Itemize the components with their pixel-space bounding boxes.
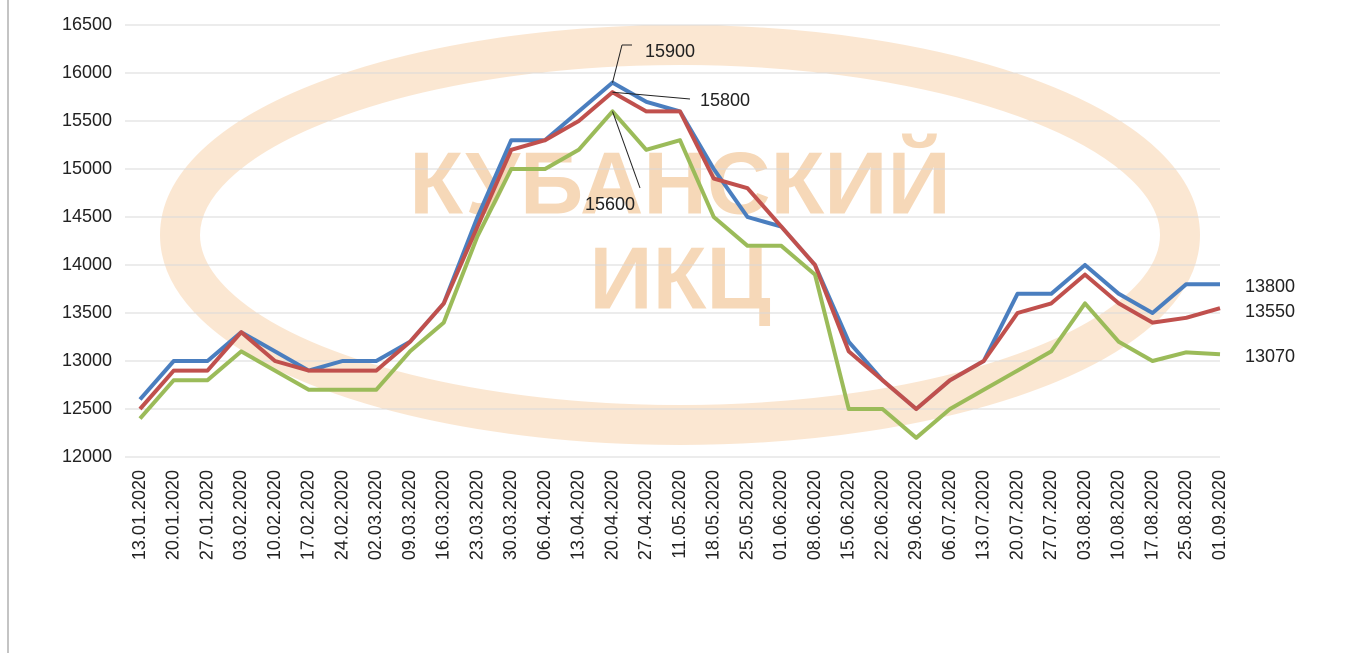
data-label: 13550 — [1245, 301, 1295, 321]
x-tick-label: 29.06.2020 — [905, 470, 925, 560]
y-tick-label: 16000 — [62, 62, 112, 82]
x-tick-label: 03.08.2020 — [1074, 470, 1094, 560]
y-tick-label: 16500 — [62, 14, 112, 34]
x-tick-label: 13.01.2020 — [129, 470, 149, 560]
data-label: 13800 — [1245, 276, 1295, 296]
data-label: 15600 — [585, 194, 635, 214]
chart: КУБАНСКИЙ ИКЦ 12000 12500 13000 13500 14000 1… — [0, 0, 1355, 653]
x-tick-label: 18.05.2020 — [703, 470, 723, 560]
x-tick-label: 27.04.2020 — [635, 470, 655, 560]
x-tick-label: 22.06.2020 — [871, 470, 891, 560]
x-tick-label: 03.02.2020 — [230, 470, 250, 560]
x-tick-label: 20.07.2020 — [1006, 470, 1026, 560]
x-tick-label: 16.03.2020 — [433, 470, 453, 560]
x-tick-label: 30.03.2020 — [500, 470, 520, 560]
x-tick-label: 25.08.2020 — [1175, 470, 1195, 560]
x-tick-label: 08.06.2020 — [804, 470, 824, 560]
y-tick-label: 15500 — [62, 110, 112, 130]
x-tick-label: 13.04.2020 — [568, 470, 588, 560]
x-tick-label: 02.03.2020 — [365, 470, 385, 560]
y-tick-label: 13500 — [62, 302, 112, 322]
x-tick-label: 10.08.2020 — [1108, 470, 1128, 560]
data-label: 13070 — [1245, 346, 1295, 366]
x-tick-label: 20.04.2020 — [601, 470, 621, 560]
x-tick-label: 27.07.2020 — [1040, 470, 1060, 560]
x-tick-label: 20.01.2020 — [163, 470, 183, 560]
x-tick-label: 01.06.2020 — [770, 470, 790, 560]
data-label: 15800 — [700, 90, 750, 110]
x-tick-label: 13.07.2020 — [973, 470, 993, 560]
data-label: 15900 — [645, 41, 695, 61]
x-tick-label: 01.09.2020 — [1209, 470, 1229, 560]
x-tick-label: 10.02.2020 — [264, 470, 284, 560]
y-tick-label: 14000 — [62, 254, 112, 274]
x-tick-label: 17.02.2020 — [298, 470, 318, 560]
x-tick-label: 27.01.2020 — [196, 470, 216, 560]
y-tick-label: 13000 — [62, 350, 112, 370]
x-tick-label: 15.06.2020 — [838, 470, 858, 560]
x-tick-label: 17.08.2020 — [1141, 470, 1161, 560]
y-tick-label: 14500 — [62, 206, 112, 226]
page: {"chart_data": {"type": "line", "waterma… — [0, 0, 1355, 653]
watermark: КУБАНСКИЙ ИКЦ — [180, 45, 1180, 425]
x-tick-label: 25.05.2020 — [736, 470, 756, 560]
x-tick-label: 23.03.2020 — [466, 470, 486, 560]
x-tick-label: 06.04.2020 — [534, 470, 554, 560]
x-tick-label: 09.03.2020 — [399, 470, 419, 560]
x-tick-label: 06.07.2020 — [939, 470, 959, 560]
y-tick-label: 15000 — [62, 158, 112, 178]
y-tick-label: 12000 — [62, 446, 112, 466]
x-tick-label: 24.02.2020 — [331, 470, 351, 560]
y-tick-label: 12500 — [62, 398, 112, 418]
x-tick-label: 11.05.2020 — [669, 470, 689, 559]
